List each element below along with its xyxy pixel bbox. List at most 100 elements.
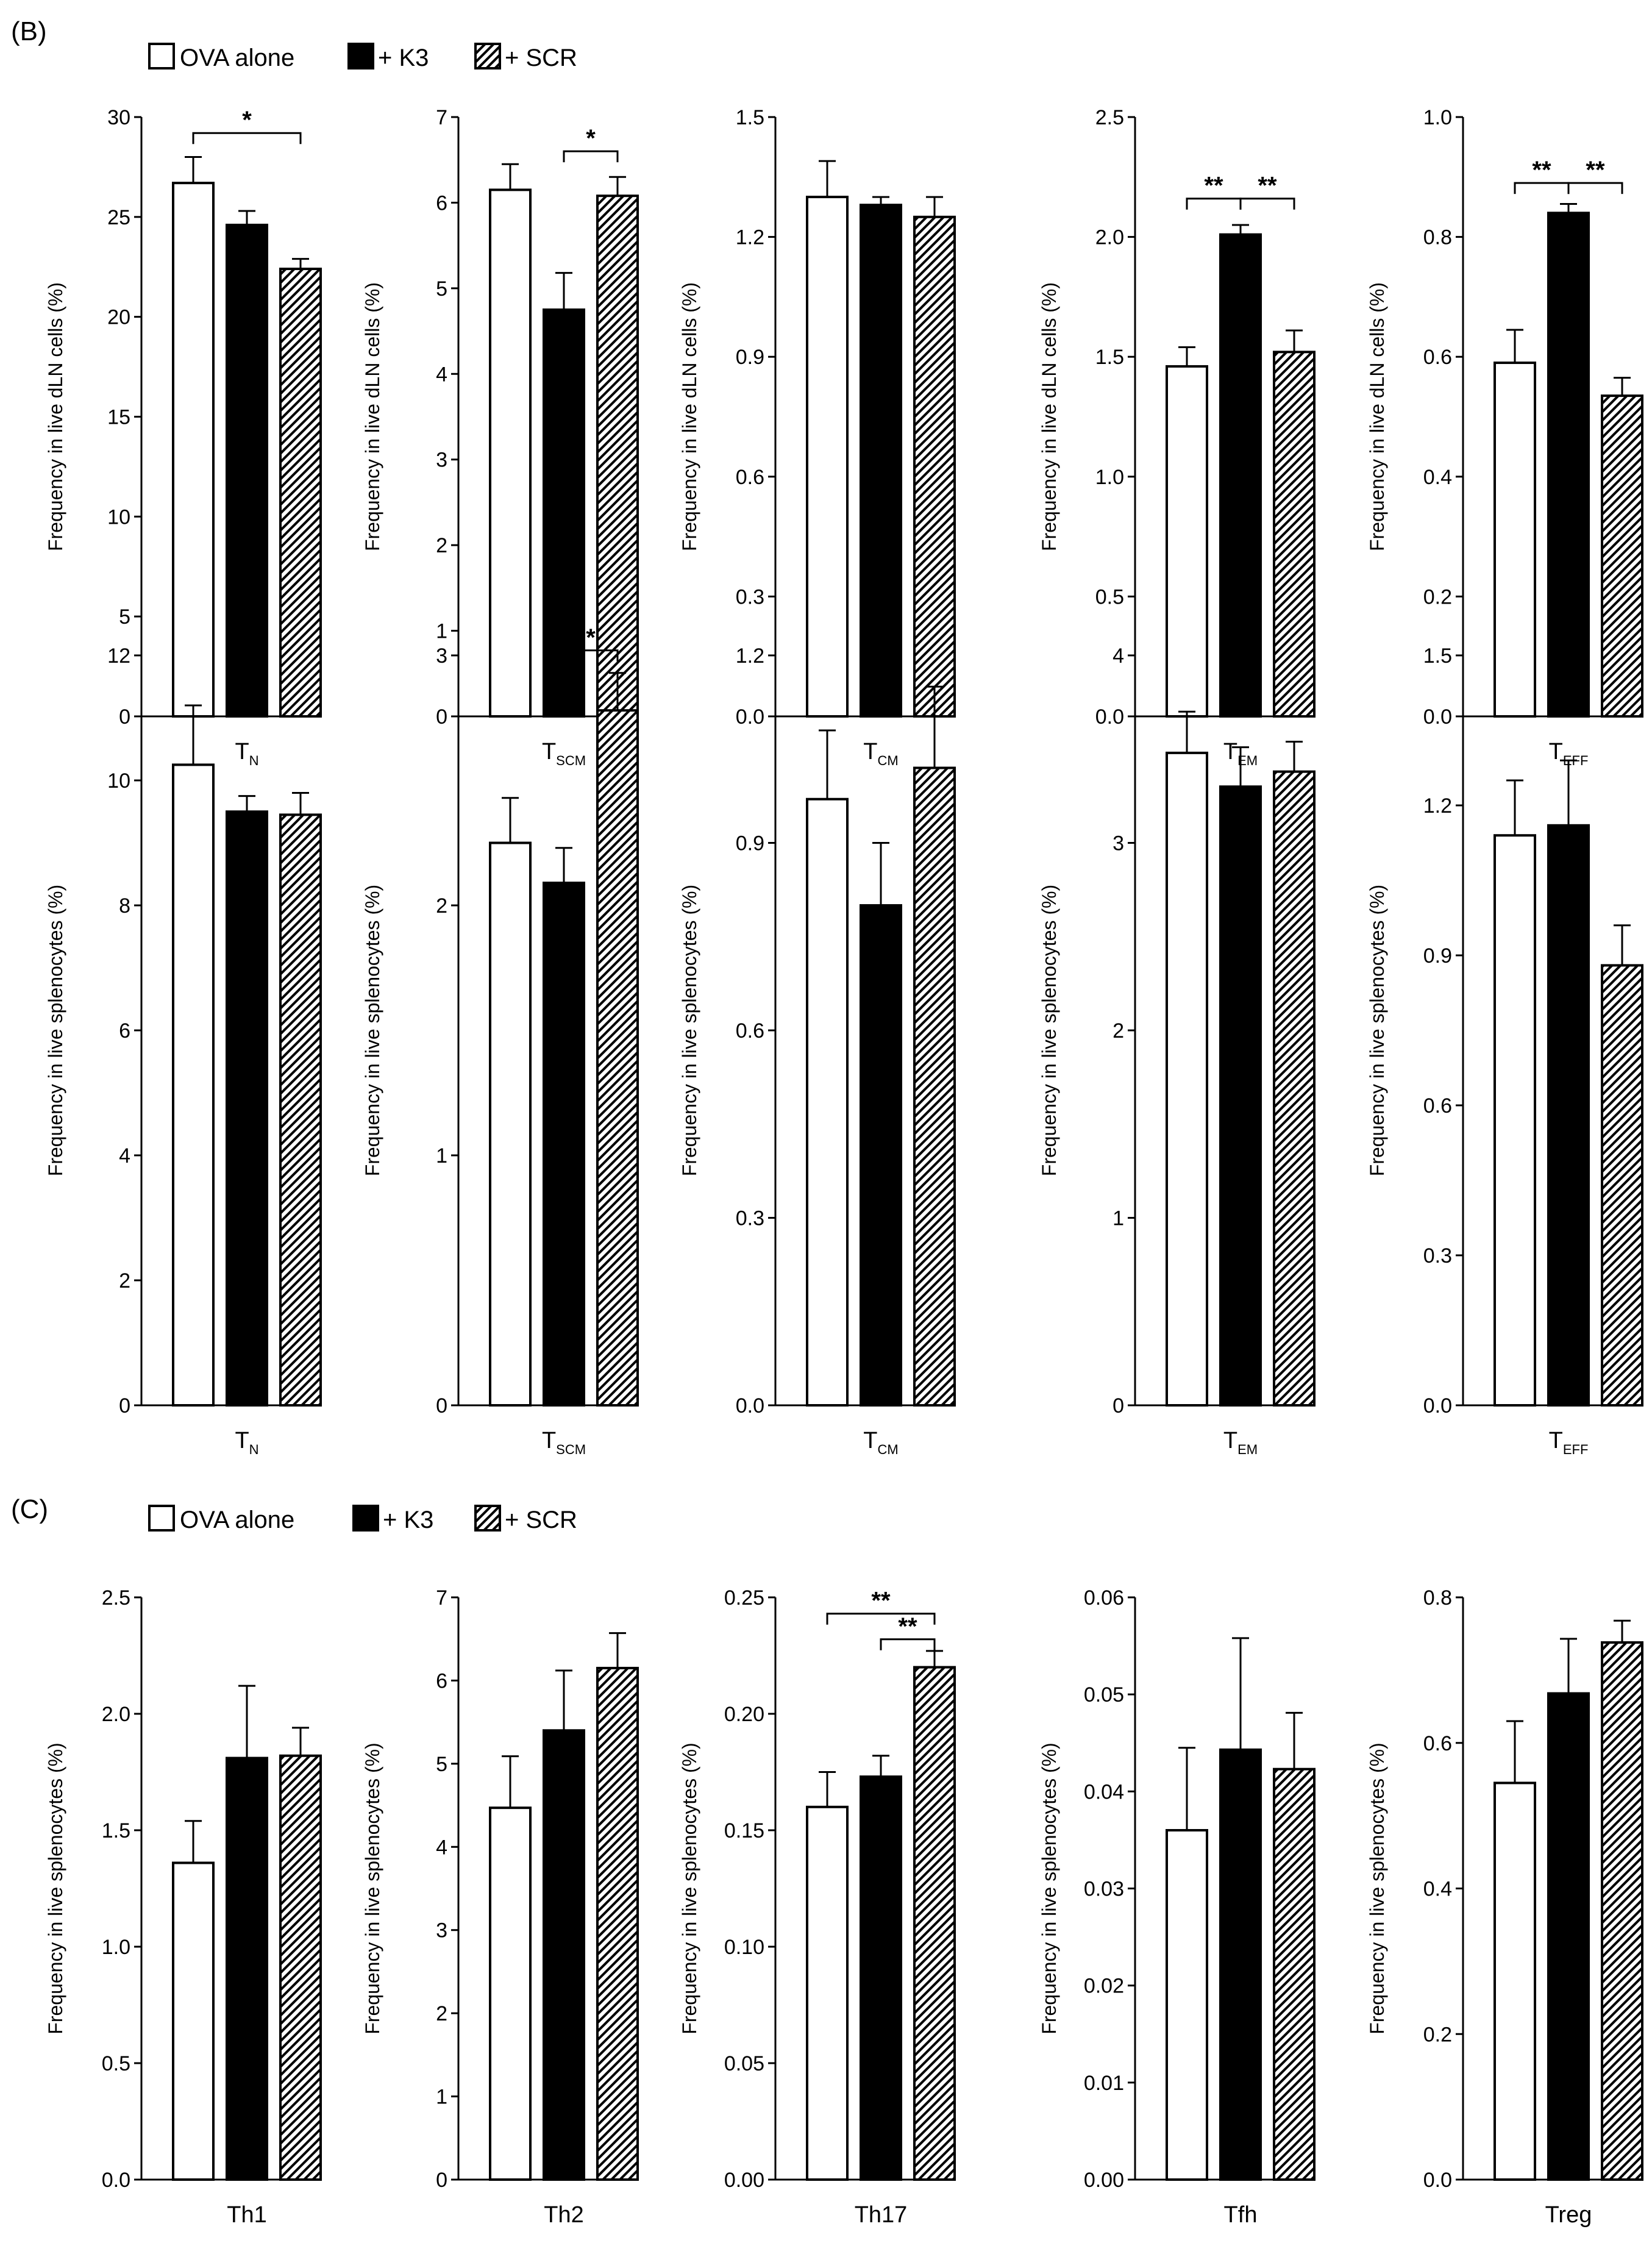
bar (279, 268, 322, 718)
significance-label: * (586, 125, 596, 152)
bar (806, 1805, 849, 2181)
chart-panel: 0.0 0.5 1.0 1.5 2.0 2.5 Frequency in live dLN … (1038, 106, 1316, 768)
significance-label: * (242, 107, 252, 134)
y-tick-label: 0.8 (1423, 226, 1452, 249)
x-category-label: TCM (863, 739, 898, 768)
significance-bracket (880, 1638, 936, 1650)
x-category-label: TSCM (542, 1428, 586, 1457)
y-tick-label: 0.4 (1423, 1878, 1452, 1901)
bar (1166, 365, 1208, 718)
x-category-main: T (1549, 739, 1563, 765)
x-category-sub: N (249, 753, 259, 768)
bar (1601, 964, 1643, 1407)
bar (1273, 1767, 1316, 2181)
y-tick-label: 0.3 (736, 1207, 764, 1230)
x-category-label: TN (235, 739, 258, 768)
x-category-sub: SCM (556, 1442, 586, 1457)
y-tick-label: 2 (436, 534, 447, 557)
y-tick-label: 0.6 (736, 466, 764, 489)
bar (172, 763, 215, 1407)
y-axis-title: Frequency in live dLN cells (%) (45, 282, 66, 551)
bar (1219, 785, 1262, 1407)
bar (1273, 770, 1316, 1407)
y-tick-label: 0.0 (736, 705, 764, 729)
y-tick-label: 1 (1113, 1207, 1124, 1230)
significance-bracket (563, 649, 619, 661)
bar (226, 223, 268, 718)
bar (860, 204, 902, 718)
y-tick-label: 0.0 (1423, 2169, 1452, 2192)
chart-panel: 0.0 0.3 0.6 0.9 1.2 1.5 Frequency in live sple… (1366, 644, 1643, 1457)
panel-label-b: (B) (11, 16, 47, 46)
y-tick-label: 0.6 (1423, 1732, 1452, 1755)
y-tick-label: 5 (436, 1753, 447, 1776)
chart-panel: 0.0 0.3 0.6 0.9 1.2 1.5 Frequency in live dLN … (678, 106, 956, 768)
y-tick-label: 0.00 (724, 2169, 764, 2192)
y-tick-label: 0.06 (1084, 1586, 1124, 1610)
y-tick-label: 4 (436, 363, 447, 386)
x-category-main: T (863, 739, 877, 765)
bar (489, 188, 532, 718)
y-tick-label: 0.10 (724, 1936, 764, 1959)
y-tick-label: 1 (436, 2086, 447, 2109)
bar (806, 797, 849, 1407)
y-tick-label: 0.2 (1423, 585, 1452, 608)
legend-swatch-filled (347, 43, 374, 70)
y-tick-label: 4 (436, 1836, 447, 1859)
legend-swatch-open (148, 1505, 175, 1532)
y-tick-label: 0.0 (1095, 705, 1124, 729)
bar (1166, 751, 1208, 1407)
legend-swatch-open (148, 43, 175, 70)
x-category-label: Th2 (544, 2202, 583, 2228)
y-axis-title: Frequency in live splenocytes (%) (361, 1742, 383, 2034)
y-tick-label: 1.0 (1423, 106, 1452, 129)
y-axis-title: Frequency in live splenocytes (%) (45, 885, 66, 1176)
y-tick-label: 8 (119, 894, 130, 918)
y-axis-title: Frequency in live splenocytes (%) (45, 1742, 66, 2034)
legend-label-ova: OVA alone (180, 45, 294, 71)
y-tick-label: 0.5 (1095, 585, 1124, 608)
bar (1601, 394, 1643, 718)
bar (1547, 1692, 1590, 2181)
y-tick-label: 0.8 (1423, 1586, 1452, 1610)
bar (172, 182, 215, 718)
y-axis-title: Frequency in live dLN cells (%) (361, 282, 383, 551)
y-tick-label: 4 (1113, 644, 1124, 668)
significance-bracket (1186, 198, 1242, 210)
y-tick-label: 0.05 (724, 2052, 764, 2075)
y-tick-label: 0.9 (1423, 944, 1452, 968)
bar (1273, 351, 1316, 718)
y-tick-label: 1.2 (736, 644, 764, 668)
significance-label: ** (871, 1588, 891, 1614)
y-tick-label: 2 (436, 894, 447, 918)
bar (1601, 1641, 1643, 2181)
x-category-main: Tfh (1224, 2202, 1258, 2228)
x-category-main: T (863, 1428, 877, 1453)
y-tick-label: 0.9 (736, 832, 764, 855)
bar (226, 1756, 268, 2181)
chart-panel: 0.0 0.2 0.4 0.6 0.8 Frequency in live splenoc… (1366, 1586, 1643, 2228)
y-tick-label: 3 (1113, 832, 1124, 855)
y-tick-label: 0.0 (736, 1394, 764, 1417)
x-category-sub: CM (878, 1442, 899, 1457)
bar (1494, 362, 1536, 718)
x-category-sub: EFF (1563, 1442, 1589, 1457)
y-axis-title: Frequency in live splenocytes (%) (1366, 1742, 1388, 2034)
chart-panel: 0 1 2 3 4 5 6 7 Frequency in live dLN cells (%) T… (361, 106, 639, 768)
y-tick-label: 1.2 (736, 226, 764, 249)
x-category-main: Treg (1545, 2202, 1592, 2228)
y-tick-label: 0 (119, 1394, 130, 1417)
chart-panel: 0.0 0.3 0.6 0.9 1.2 Frequency in live splenoc… (678, 644, 956, 1457)
bar (1547, 212, 1590, 718)
x-category-main: T (235, 739, 249, 765)
y-tick-label: 2.5 (1095, 106, 1124, 129)
legend-label-k3: + K3 (378, 45, 429, 71)
significance-bracket (563, 150, 619, 163)
significance-bracket (1514, 182, 1570, 194)
y-tick-label: 0.01 (1084, 2072, 1124, 2095)
x-category-label: Th1 (227, 2202, 266, 2228)
x-category-main: Th1 (227, 2202, 266, 2228)
bar (913, 766, 956, 1407)
